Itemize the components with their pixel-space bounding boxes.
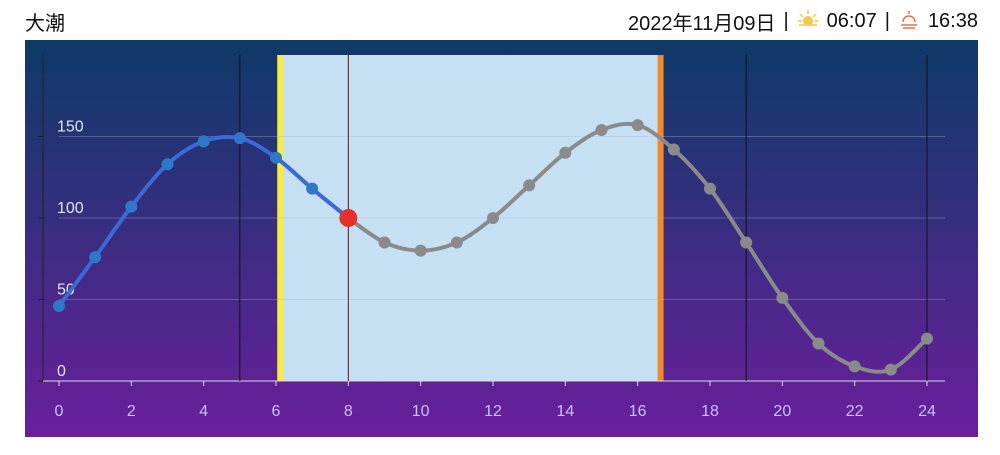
x-tick-label: 14: [556, 403, 574, 420]
tide-point: [89, 251, 102, 264]
x-tick-label: 0: [55, 403, 64, 420]
tide-point: [704, 182, 716, 195]
tide-point: [378, 236, 391, 249]
date: 2022年11月09日: [627, 12, 776, 35]
y-tick-label: 0: [57, 363, 66, 380]
tide-point: [523, 179, 536, 192]
tide-point: [233, 132, 246, 145]
tide-point: [667, 143, 680, 156]
tide-point: [631, 119, 644, 132]
info: 2022年11月09日 | 06:07 | 16:38: [628, 7, 978, 36]
tide-point: [270, 151, 282, 164]
sunrise-time: 06:07: [826, 9, 877, 32]
tide-point: [161, 158, 174, 171]
current-point: [339, 209, 358, 227]
x-tick-label: 8: [344, 403, 353, 420]
tide-point: [848, 360, 861, 373]
x-tick-label: 20: [773, 403, 791, 420]
tide-point: [884, 363, 897, 376]
x-tick-label: 24: [918, 403, 936, 420]
tide-point: [414, 244, 427, 257]
tide-point: [125, 200, 138, 213]
sunset-icon: [900, 11, 917, 29]
tide-point: [559, 146, 572, 159]
header: 大潮 2022年11月09日 | 06:07 | 16:38: [25, 6, 978, 36]
x-tick-label: 4: [199, 403, 208, 420]
tide-point: [53, 300, 65, 313]
tide-point: [812, 337, 825, 350]
tide-point: [740, 236, 753, 249]
x-tick-label: 12: [484, 403, 502, 420]
x-tick-label: 22: [846, 403, 864, 420]
x-tick-label: 6: [272, 403, 281, 420]
sunrise-icon: [797, 10, 818, 32]
x-tick-label: 2: [127, 403, 136, 420]
tide-title: 大潮: [25, 12, 65, 35]
x-tick-label: 10: [412, 403, 430, 420]
tide-point: [595, 123, 608, 136]
tide-point: [487, 212, 499, 224]
tide-point: [776, 291, 789, 304]
sunset-line: [657, 55, 664, 381]
sunset-time: 16:38: [927, 9, 978, 32]
separator: |: [783, 9, 789, 32]
y-tick-label: 150: [57, 119, 84, 136]
x-tick-label: 18: [701, 403, 719, 420]
y-tick-label: 100: [57, 200, 84, 217]
tide-point: [306, 182, 319, 195]
y-tick-label: 50: [57, 282, 75, 299]
tide-point: [921, 332, 933, 345]
sunrise-line: [277, 55, 284, 381]
separator: |: [884, 9, 890, 32]
tide-point: [450, 236, 463, 249]
x-tick-label: 16: [629, 403, 647, 420]
tide-point: [197, 135, 210, 148]
